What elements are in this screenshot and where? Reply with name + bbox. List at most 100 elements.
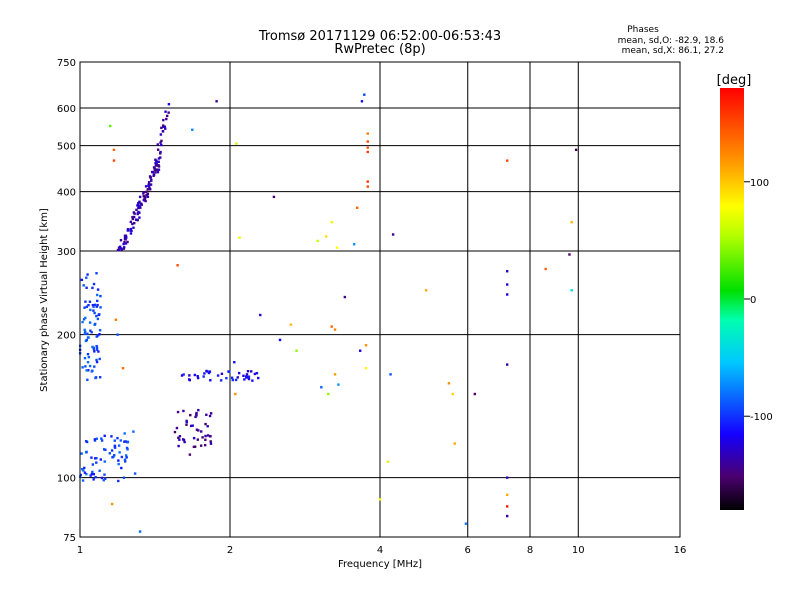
x-tick-label: 6 bbox=[465, 545, 471, 556]
data-point bbox=[135, 218, 138, 221]
data-point bbox=[90, 370, 93, 373]
data-point bbox=[333, 328, 337, 331]
data-point bbox=[129, 227, 133, 231]
data-point bbox=[142, 194, 145, 198]
data-point bbox=[85, 286, 88, 289]
data-point bbox=[165, 117, 168, 121]
data-point bbox=[110, 502, 114, 506]
data-point bbox=[125, 236, 128, 239]
data-point bbox=[246, 369, 250, 373]
data-point bbox=[84, 316, 87, 320]
data-point bbox=[81, 467, 84, 471]
data-point bbox=[230, 376, 234, 379]
data-point bbox=[94, 457, 97, 460]
data-point bbox=[90, 472, 94, 476]
data-point bbox=[116, 333, 119, 336]
data-point bbox=[209, 435, 212, 438]
data-point bbox=[193, 445, 197, 448]
data-point bbox=[122, 247, 126, 250]
data-point bbox=[236, 376, 239, 379]
data-point bbox=[295, 349, 298, 352]
data-point bbox=[93, 365, 96, 368]
data-point bbox=[147, 183, 150, 186]
data-point bbox=[253, 372, 257, 376]
data-point bbox=[152, 166, 156, 169]
data-point bbox=[145, 193, 149, 197]
data-point bbox=[124, 234, 128, 237]
data-point bbox=[89, 329, 92, 332]
data-point bbox=[110, 449, 114, 452]
data-point bbox=[152, 174, 156, 177]
data-point bbox=[208, 414, 212, 418]
data-point bbox=[142, 192, 145, 195]
data-point bbox=[195, 411, 198, 415]
data-point bbox=[255, 371, 259, 375]
data-point bbox=[118, 451, 121, 454]
data-point bbox=[96, 334, 100, 337]
data-point bbox=[155, 162, 158, 165]
data-point bbox=[366, 185, 369, 188]
data-point bbox=[204, 434, 207, 438]
data-point bbox=[135, 208, 138, 212]
data-point bbox=[505, 514, 509, 518]
data-point bbox=[177, 444, 180, 448]
data-point bbox=[98, 333, 101, 336]
data-point bbox=[103, 460, 106, 463]
data-point bbox=[234, 392, 237, 396]
data-point bbox=[196, 438, 200, 441]
data-point bbox=[85, 338, 88, 342]
data-point bbox=[98, 329, 102, 332]
data-point bbox=[233, 361, 236, 364]
y-tick-label: 500 bbox=[57, 142, 76, 153]
data-point bbox=[386, 460, 390, 463]
data-point bbox=[201, 436, 204, 439]
data-point bbox=[182, 438, 186, 442]
data-point bbox=[92, 305, 95, 308]
data-point bbox=[159, 150, 162, 154]
data-point bbox=[103, 434, 106, 438]
y-tick-label: 200 bbox=[57, 331, 76, 342]
data-point bbox=[93, 303, 97, 307]
data-point bbox=[154, 164, 158, 167]
data-point bbox=[81, 320, 84, 324]
data-point bbox=[196, 376, 200, 380]
data-point bbox=[505, 476, 509, 479]
data-point bbox=[243, 378, 246, 381]
data-point bbox=[133, 221, 136, 225]
data-point bbox=[165, 114, 169, 118]
data-point bbox=[187, 378, 191, 381]
data-point bbox=[96, 288, 100, 291]
data-point bbox=[88, 321, 92, 324]
x-tick-labels: 1 2 4 6 8 10 16 bbox=[77, 545, 687, 556]
data-point bbox=[182, 373, 185, 376]
data-point bbox=[544, 267, 547, 271]
data-point bbox=[122, 476, 126, 479]
data-point bbox=[199, 444, 203, 447]
data-point bbox=[85, 472, 88, 476]
data-point bbox=[156, 143, 159, 146]
x-tick-label: 1 bbox=[77, 545, 83, 556]
data-point bbox=[103, 448, 106, 451]
data-point bbox=[209, 440, 212, 443]
data-point bbox=[87, 355, 91, 359]
data-point bbox=[289, 323, 293, 326]
data-point bbox=[86, 360, 90, 364]
phases-heading: Phases bbox=[627, 25, 659, 35]
data-point bbox=[100, 439, 104, 442]
data-point bbox=[146, 195, 150, 198]
y-tick-label: 750 bbox=[57, 58, 76, 69]
data-point bbox=[93, 438, 97, 441]
data-point bbox=[113, 454, 116, 457]
data-point bbox=[157, 165, 161, 168]
data-point bbox=[95, 461, 98, 464]
data-point bbox=[237, 371, 241, 375]
data-point bbox=[161, 124, 165, 127]
data-point bbox=[87, 369, 90, 372]
data-point bbox=[90, 331, 93, 334]
data-point bbox=[119, 247, 123, 250]
data-point bbox=[88, 364, 92, 368]
data-point bbox=[132, 215, 136, 219]
data-point bbox=[95, 348, 99, 351]
data-point bbox=[278, 338, 282, 342]
data-point bbox=[95, 437, 99, 440]
